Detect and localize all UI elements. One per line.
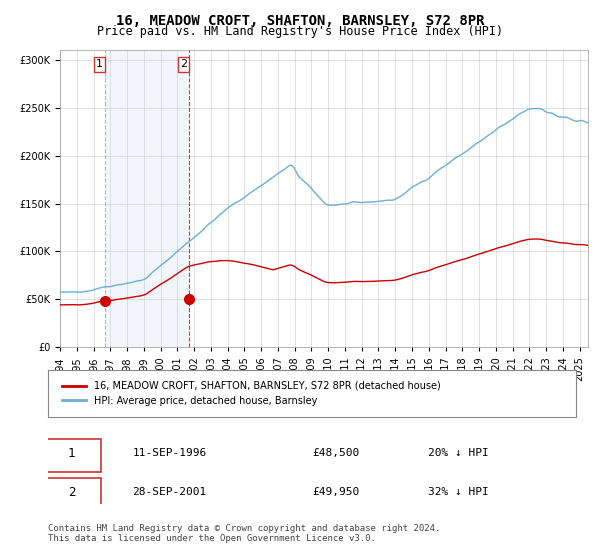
Text: 1: 1: [96, 59, 103, 69]
Text: 2: 2: [68, 486, 76, 499]
Legend: 16, MEADOW CROFT, SHAFTON, BARNSLEY, S72 8PR (detached house), HPI: Average pric: 16, MEADOW CROFT, SHAFTON, BARNSLEY, S72…: [58, 377, 445, 410]
Text: 2: 2: [180, 59, 187, 69]
Text: £48,500: £48,500: [312, 448, 359, 458]
FancyBboxPatch shape: [43, 478, 101, 511]
Text: 28-SEP-2001: 28-SEP-2001: [133, 487, 207, 497]
Text: 20% ↓ HPI: 20% ↓ HPI: [428, 448, 489, 458]
Text: 11-SEP-1996: 11-SEP-1996: [133, 448, 207, 458]
Text: £49,950: £49,950: [312, 487, 359, 497]
FancyBboxPatch shape: [43, 439, 101, 472]
Text: 1: 1: [68, 446, 76, 460]
Bar: [104, 50, 188, 347]
Text: Contains HM Land Registry data © Crown copyright and database right 2024.
This d: Contains HM Land Registry data © Crown c…: [48, 524, 440, 543]
Text: 16, MEADOW CROFT, SHAFTON, BARNSLEY, S72 8PR: 16, MEADOW CROFT, SHAFTON, BARNSLEY, S72…: [116, 14, 484, 28]
Text: Price paid vs. HM Land Registry's House Price Index (HPI): Price paid vs. HM Land Registry's House …: [97, 25, 503, 38]
Text: 32% ↓ HPI: 32% ↓ HPI: [428, 487, 489, 497]
